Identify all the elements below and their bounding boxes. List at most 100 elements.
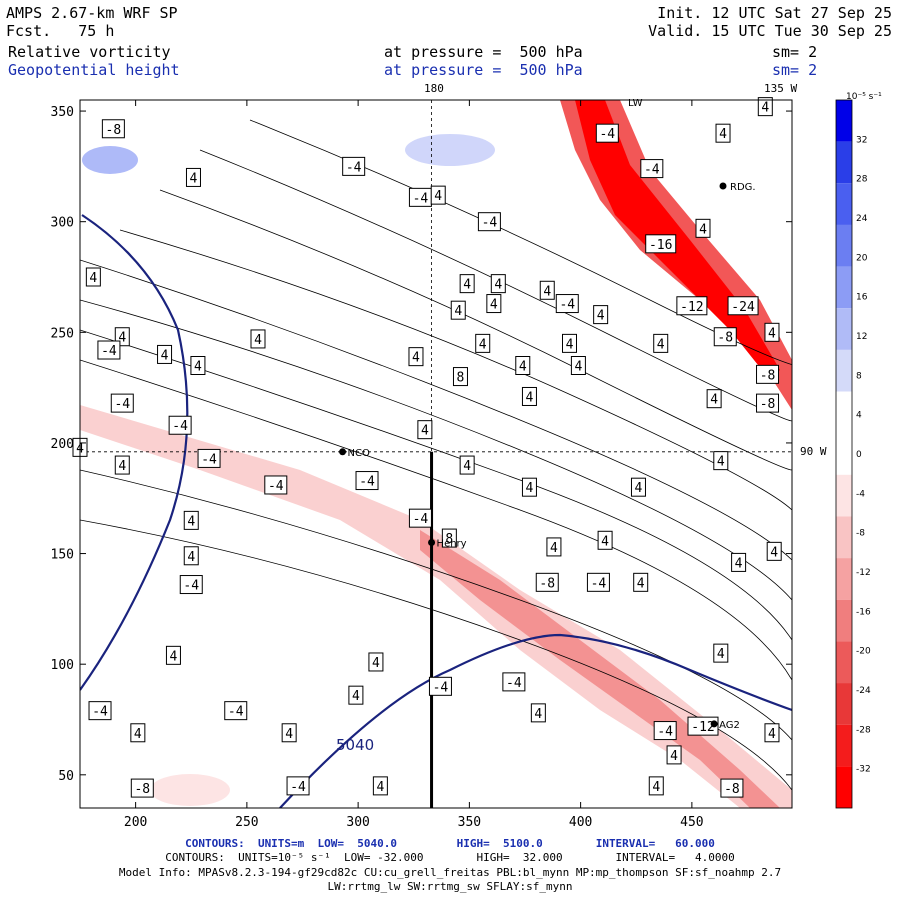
contour-label: -4 <box>355 471 379 491</box>
x-tick-label: 200 <box>124 815 147 830</box>
contour-label-text: -4 <box>591 576 607 591</box>
colorbar-cell <box>836 683 852 725</box>
contour-label: 4 <box>715 123 731 143</box>
contour-label-text: -12 <box>691 720 714 735</box>
contour-label-box <box>372 776 388 796</box>
contour-label-text: 4 <box>434 189 442 204</box>
contour-label: 4 <box>430 185 446 205</box>
contour-label-text: 4 <box>194 360 202 375</box>
footer-schemes: LW:rrtmg_lw SW:rrtmg_sw SFLAY:sf_mynn <box>327 880 573 893</box>
contour-label-text: -4 <box>506 676 522 691</box>
contour-label-text: -8 <box>134 782 150 797</box>
colorbar-cell <box>836 100 852 142</box>
contour-label-box <box>727 296 759 316</box>
contour-label-box <box>286 776 310 796</box>
contour-label: 4 <box>408 347 424 367</box>
contour-label-text: 4 <box>761 101 769 116</box>
contour-label-text: 4 <box>285 727 293 742</box>
y-tick-label: 250 <box>51 326 74 341</box>
contour-label: 4 <box>490 274 506 294</box>
field1-label: Relative vorticity <box>8 43 171 61</box>
contour-label-box <box>713 451 729 471</box>
contour-label-box <box>653 721 677 741</box>
contour-label-box <box>157 344 173 364</box>
contour-label: -4 <box>286 776 310 796</box>
colorbar-cell <box>836 391 852 434</box>
contour-label-text: -4 <box>228 705 244 720</box>
contour-label-box <box>264 475 288 495</box>
contour-label-text: -12 <box>680 300 703 315</box>
contour-label-box <box>539 280 555 300</box>
contour-label-box <box>97 340 121 360</box>
plot-frame <box>79 99 793 809</box>
contour-label-box <box>530 703 546 723</box>
contour-label: 4 <box>706 389 722 409</box>
contour-label: -4 <box>168 415 192 435</box>
vorticity-band-sw <box>80 405 792 808</box>
contour-label-box <box>713 643 729 663</box>
contour-label-box <box>586 572 610 592</box>
contour-label: 4 <box>766 541 782 561</box>
contour-label: 4 <box>764 723 780 743</box>
contour-label-box <box>653 333 669 353</box>
pressure2-label: at pressure = 500 hPa <box>384 61 583 79</box>
contour-label: -4 <box>110 393 134 413</box>
contour-label: -8 <box>720 778 744 798</box>
contour-label: 4 <box>157 344 173 364</box>
contour-label-text: 4 <box>768 326 776 341</box>
colorbar-cell <box>836 266 852 309</box>
contour-label: 4 <box>281 723 297 743</box>
contour-label-box <box>640 159 664 179</box>
contour-label-box <box>570 356 586 375</box>
contour-label-text: 4 <box>635 481 643 496</box>
contour-label: -8 <box>535 572 559 592</box>
contour-label-box <box>190 356 206 375</box>
colorbar-cell <box>836 349 852 392</box>
contour-label-text: 4 <box>187 514 195 529</box>
contour-label: -4 <box>477 212 501 232</box>
contour-label-text: -8 <box>717 331 733 346</box>
contour-label-text: 4 <box>190 171 198 186</box>
contour-label: 4 <box>630 477 646 497</box>
station-dot <box>339 448 347 456</box>
y-tick-label: 300 <box>51 216 74 231</box>
contour-label-text: 4 <box>490 298 498 313</box>
contour-label-text: 4 <box>550 541 558 556</box>
contour-label-text: -8 <box>760 397 776 412</box>
contour-label: -4 <box>428 676 452 696</box>
contour-label-text: 4 <box>717 455 725 470</box>
contour-label-box <box>477 212 501 232</box>
contour-label-box <box>408 508 432 528</box>
contour-label-text: 4 <box>372 656 380 671</box>
station-label: AG2 <box>719 720 740 731</box>
contour-label-box <box>179 575 203 595</box>
contour-label-text: -4 <box>657 725 673 740</box>
contour-label-text: 8 <box>457 371 465 386</box>
contour-label-text: 4 <box>526 481 534 496</box>
contour-label-box <box>185 167 201 187</box>
station-rdg-dot <box>719 182 727 190</box>
vorticity-patch-nw <box>82 146 138 174</box>
contour-label: 4 <box>515 356 531 375</box>
contour-label: -8 <box>756 364 780 384</box>
footer-geopotential-contours: CONTOURS: UNITS=m LOW= 5040.0 HIGH= 5100… <box>185 837 715 850</box>
contour-label-text: 4 <box>543 284 551 299</box>
colorbar-label: 8 <box>856 371 862 381</box>
contour-label-box <box>475 333 491 353</box>
contour-label: 4 <box>521 477 537 497</box>
contour-label-text: 4 <box>768 727 776 742</box>
contour-label-text: 4 <box>719 127 727 142</box>
contour-label-box <box>555 294 579 314</box>
contour-label-text: 4 <box>118 331 126 346</box>
contour-label-box <box>114 455 130 475</box>
contour-label: 4 <box>695 218 711 238</box>
contour-label: 4 <box>114 455 130 475</box>
contour-label-text: 4 <box>118 459 126 474</box>
colorbar-cell <box>836 516 852 559</box>
contour-label: -8 <box>130 778 154 798</box>
contour-label-box <box>633 572 649 592</box>
station-label: Henry <box>437 539 467 550</box>
contour-label: 4 <box>165 645 181 665</box>
contour-label-box <box>535 572 559 592</box>
contour-label-text: -24 <box>731 300 755 315</box>
